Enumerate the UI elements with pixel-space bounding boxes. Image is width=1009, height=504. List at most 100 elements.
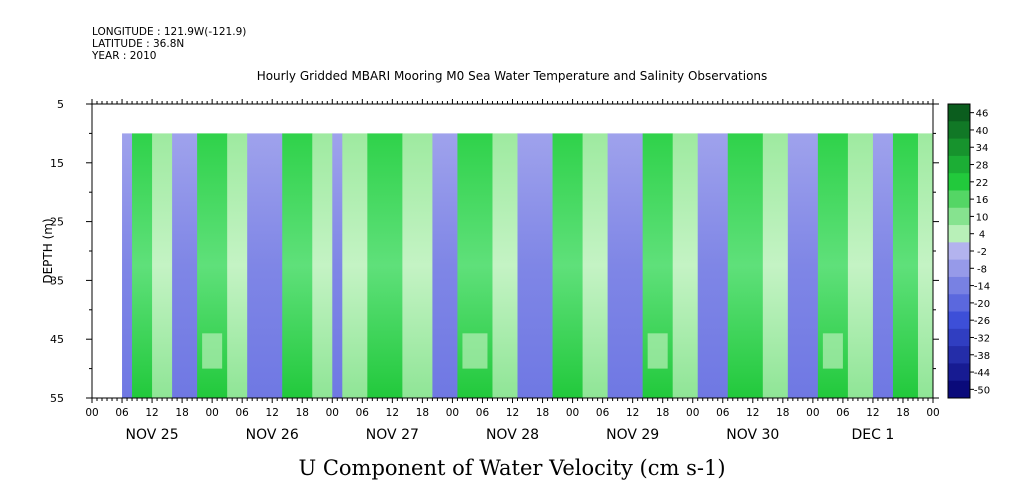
y-axis-label: DEPTH (m) — [41, 218, 55, 283]
colorbar-label: 28 — [976, 161, 989, 172]
heatmap-cell — [202, 333, 223, 369]
x-hour-label: 12 — [266, 407, 279, 419]
x-day-label: NOV 29 — [606, 427, 659, 443]
y-tick-label: 35 — [50, 274, 64, 287]
colorbar-label: -26 — [974, 316, 990, 327]
y-tick-label: 25 — [50, 216, 64, 229]
colorbar-label: -20 — [974, 299, 990, 310]
colorbar-swatch — [948, 138, 970, 157]
latitude-label: LATITUDE : 36.8N — [92, 38, 184, 50]
axes: 5 15 25 35 45 55 00 06 12 18 00 06 12 18 00 06 12 18 00 06 1… — [50, 98, 940, 443]
heatmap-cell — [697, 133, 729, 398]
colorbar-swatch — [948, 259, 970, 278]
y-tick-label: 55 — [50, 392, 64, 405]
heatmap-cell — [342, 133, 368, 398]
colorbar-swatch — [948, 121, 970, 140]
colorbar-swatch — [948, 276, 970, 295]
colorbar-swatch — [948, 346, 970, 364]
colorbar-label: -38 — [974, 351, 990, 362]
heatmap-cell — [367, 133, 403, 398]
colorbar-swatch — [948, 380, 970, 399]
colorbar-label: -50 — [974, 385, 990, 396]
colorbar-swatch — [948, 104, 970, 122]
plot-area — [122, 133, 934, 398]
colorbar-label: 22 — [976, 178, 989, 189]
heatmap-cell — [122, 133, 133, 398]
x-day-label: NOV 25 — [126, 427, 179, 443]
heatmap-cell — [872, 133, 894, 398]
heatmap-cell — [462, 333, 488, 369]
x-hour-label: 12 — [145, 407, 158, 419]
x-day-label: NOV 26 — [246, 427, 299, 443]
colorbar-swatch — [948, 328, 970, 347]
heatmap-cell — [762, 133, 789, 398]
colorbar-frame — [947, 103, 971, 399]
heatmap-cell — [282, 133, 313, 398]
heatmap-cell — [247, 133, 283, 398]
x-hour-label: 18 — [776, 407, 789, 419]
x-hour-label: 00 — [806, 407, 819, 419]
heatmap-cell — [152, 133, 173, 398]
x-hour-label: 06 — [716, 407, 730, 419]
x-hour-label: 12 — [506, 407, 519, 419]
colorbar-label: -8 — [977, 264, 987, 275]
heatmap-cell — [492, 133, 519, 398]
colorbar-label: 40 — [976, 126, 989, 137]
heatmap-cell — [917, 133, 934, 398]
heatmap-cell — [552, 133, 584, 398]
y-tick-label: 45 — [50, 333, 64, 346]
heatmap-cell — [892, 133, 919, 398]
x-hour-label: 00 — [446, 407, 459, 419]
colorbar-swatch — [948, 294, 970, 313]
colorbar-label: -2 — [977, 247, 987, 258]
colorbar: 46 40 34 28 22 16 10 4 -2 -8 -14 -20 -26 -32 -38 -44 -50 — [947, 103, 990, 399]
heatmap-cell — [647, 333, 668, 369]
x-hour-label: 06 — [235, 407, 249, 419]
x-hour-label: 00 — [926, 407, 939, 419]
heatmap-cell — [822, 333, 843, 369]
x-hour-label: 06 — [476, 407, 490, 419]
heatmap-cell — [787, 133, 819, 398]
heatmap-cell — [332, 133, 343, 398]
heatmap-cell — [847, 133, 874, 398]
colorbar-swatch — [948, 242, 970, 261]
x-day-label: DEC 1 — [852, 427, 895, 443]
longitude-label: LONGITUDE : 121.9W(-121.9) — [92, 26, 246, 38]
heatmap-cell — [727, 133, 764, 398]
x-hour-label: 18 — [416, 407, 429, 419]
colorbar-swatch — [948, 311, 970, 330]
colorbar-swatch — [948, 190, 970, 209]
colorbar-swatch — [948, 207, 970, 226]
x-hour-label: 18 — [656, 407, 669, 419]
colorbar-label: 4 — [979, 230, 985, 241]
colorbar-label: 10 — [976, 212, 989, 223]
heatmap-cell — [582, 133, 609, 398]
x-day-label: NOV 28 — [486, 427, 539, 443]
colorbar-label: -44 — [974, 368, 990, 379]
x-hour-label: 12 — [386, 407, 399, 419]
x-hour-label: 00 — [686, 407, 699, 419]
y-tick-label: 5 — [57, 98, 64, 111]
heatmap-cell — [132, 133, 153, 398]
heatmap-cell — [227, 133, 248, 398]
x-hour-label: 18 — [536, 407, 549, 419]
heatmap-cell — [402, 133, 433, 398]
year-label: YEAR : 2010 — [91, 50, 156, 62]
x-hour-label: 18 — [296, 407, 309, 419]
x-hour-label: 18 — [175, 407, 188, 419]
x-hour-label: 00 — [85, 407, 98, 419]
heatmap-cell — [607, 133, 644, 398]
colorbar-label: -14 — [974, 282, 990, 293]
heatmap-cell — [172, 133, 198, 398]
colorbar-label: 34 — [976, 143, 989, 154]
x-axis-label: U Component of Water Velocity (cm s-1) — [298, 456, 725, 480]
x-day-label: NOV 27 — [366, 427, 419, 443]
colorbar-swatch — [948, 363, 970, 382]
colorbar-swatch — [948, 173, 970, 191]
x-hour-label: 12 — [626, 407, 639, 419]
y-tick-label: 15 — [50, 157, 64, 170]
colorbar-swatch — [948, 225, 970, 243]
x-hour-label: 00 — [326, 407, 339, 419]
colorbar-swatch — [948, 155, 970, 174]
x-hour-label: 12 — [866, 407, 879, 419]
